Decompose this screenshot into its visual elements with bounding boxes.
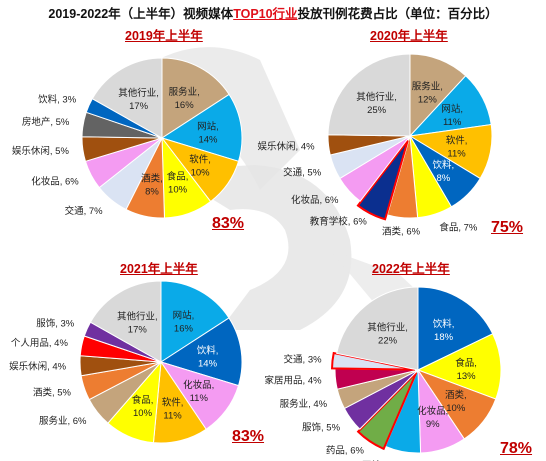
pie-3: 饮料,18%食品,13% 酒类,10%化妆品,9% 网站, 7% 药品, 6% 服饰, … (265, 286, 502, 461)
pie-label-1-3: 饮料, 8% (433, 159, 455, 184)
pie-label-2-5: 服务业, 6% (39, 415, 87, 427)
pie-slice-3-0 (417, 286, 494, 371)
pie-label-1-7: 化妆品, 6% (291, 194, 339, 206)
pie-label-2-4: 食品, 10% (132, 394, 154, 419)
pie-label-3-4: 网站, 7% (362, 459, 401, 461)
pie-label-1-1: 网站, 11% (441, 103, 463, 128)
pie-label-1-10: 其他行业, 25% (356, 91, 397, 116)
chart-title-2019: 2019年上半年 (125, 29, 203, 43)
pie-label-1-4: 食品, 7% (439, 221, 478, 233)
chart-title-2021: 2021年上半年 (120, 262, 198, 276)
pie-label-0-1: 网站, 14% (197, 121, 219, 146)
pie-label-3-5: 药品, 6% (326, 446, 365, 457)
pie-label-2-10: 其他行业, 17% (117, 310, 158, 335)
pie-2: 网站, 16%饮料, 14% 化妆品, 11%软件, 11% 食品, 10% 服务业, 6% 酒类… (9, 280, 243, 444)
pie-label-1-0: 服务业, 12% (412, 81, 443, 106)
pie-slice-3-5 (356, 371, 418, 451)
pie-label-1-2: 软件, 11% (446, 135, 468, 160)
pie-slice-1-6 (356, 139, 409, 221)
pie-1: 服务业, 12%网站, 11% 软件, 11%饮料, 8% 食品, 7% 酒类, 6% 教育学校… (258, 53, 493, 238)
pie-label-1-6: 教育学校, 6% (310, 216, 368, 228)
pie-label-0-4: 酒类, 8% (141, 172, 163, 197)
pie-label-0-8: 房地产, 5% (22, 116, 70, 128)
pie-label-2-1: 饮料, 14% (197, 344, 219, 369)
pie-slice-1-0 (409, 53, 467, 138)
chart-title-2020: 2020年上半年 (370, 29, 448, 43)
pie-label-0-7: 娱乐休闲, 5% (12, 145, 70, 157)
pie-label-1-9: 娱乐休闲, 4% (258, 140, 316, 152)
pie-slice-0-0 (161, 57, 230, 139)
pie-0: 服务业, 16% 网站, 14% 软件, 10%食品, 10%酒类, 8% 交通, 7% 化妆品,… (12, 57, 243, 219)
pie-slice-1-10 (327, 53, 411, 137)
title-highlight: TOP10行业 (233, 7, 298, 21)
pie-label-2-0: 网站, 16% (173, 310, 195, 335)
chart-title-2022: 2022年上半年 (372, 262, 450, 276)
pie-label-3-8: 家居用品, 4% (265, 375, 323, 387)
pie-label-0-5: 交通, 7% (65, 205, 104, 217)
total-share-2021: 83% (232, 428, 265, 445)
pie-slice-2-0 (160, 280, 230, 363)
pie-label-1-8: 交通, 5% (283, 166, 322, 178)
title-prefix: 2019-2022年（上半年）视频媒体 (48, 7, 234, 21)
pie-label-3-1: 食品, 13% (455, 357, 477, 382)
title-suffix: 投放刊例花费占比（单位：百分比） (297, 7, 498, 21)
pie-label-0-6: 化妆品, 6% (31, 176, 79, 188)
total-share-2020: 75% (491, 219, 524, 236)
pie-label-2-8: 个人用品, 4% (11, 338, 69, 349)
pie-label-3-0: 饮料, 18% (433, 318, 455, 343)
page-title: 2019-2022年（上半年）视频媒体TOP10行业投放刊例花费占比（单位：百分… (0, 3, 546, 22)
pie-label-3-3: 化妆品, 9% (417, 405, 448, 430)
pie-slice-2-10 (89, 280, 162, 363)
pie-label-0-10: 其他行业, 17% (118, 87, 159, 112)
pie-label-2-7: 娱乐休闲, 4% (9, 360, 67, 372)
pie-label-2-3: 软件, 11% (162, 397, 184, 422)
pie-label-3-9: 交通, 3% (284, 353, 323, 365)
pie-slice-3-10 (336, 286, 419, 371)
pie-label-3-7: 服务业, 4% (280, 398, 328, 410)
total-share-2022: 78% (500, 440, 533, 457)
pie-label-3-2: 酒类, 10% (445, 389, 467, 414)
pie-label-3-6: 服饰, 5% (302, 422, 341, 434)
pie-label-2-9: 服饰, 3% (36, 317, 75, 329)
pie-label-2-6: 酒类, 5% (33, 386, 72, 398)
pie-slice-0-10 (91, 57, 163, 139)
pie-label-2-2: 化妆品, 11% (183, 379, 214, 404)
pie-slice-3-1 (416, 333, 502, 400)
total-share-2019: 83% (212, 215, 245, 232)
pie-slice-0-1 (160, 93, 243, 162)
pie-label-1-5: 酒类, 6% (382, 226, 421, 238)
pie-label-0-2: 软件, 10% (189, 153, 211, 178)
pie-label-3-10: 其他行业, 22% (367, 322, 408, 347)
pie-label-0-9: 饮料, 3% (38, 94, 77, 106)
pie-label-0-0: 服务业, 16% (169, 86, 200, 111)
pie-label-0-3: 食品, 10% (167, 171, 189, 196)
pie-slice-2-1 (159, 317, 243, 387)
